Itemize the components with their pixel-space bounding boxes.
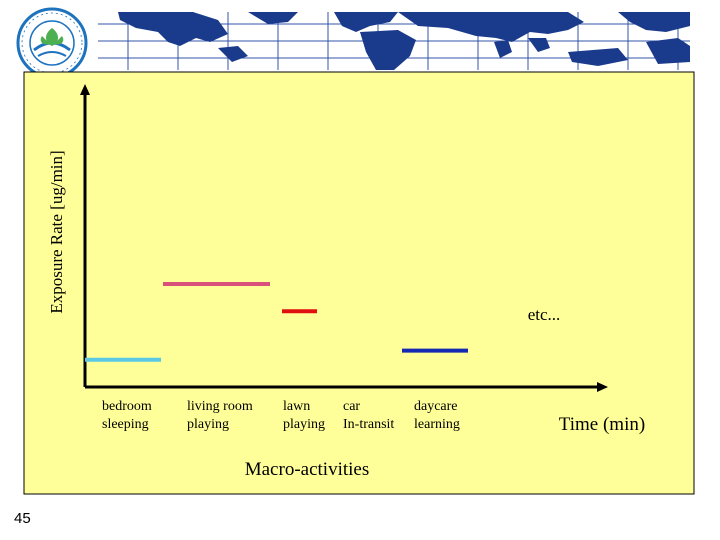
- category-location-label: daycare: [414, 399, 458, 414]
- chart-panel: [23, 71, 695, 495]
- macro-activities-label: Macro-activities: [245, 459, 370, 480]
- category-location-label: lawn: [283, 399, 310, 414]
- category-activity-label: sleeping: [102, 417, 149, 432]
- x-axis-label: Time (min): [559, 414, 645, 435]
- slide-number: 45: [14, 510, 31, 527]
- category-location-label: bedroom: [102, 399, 152, 414]
- category-activity-label: playing: [283, 417, 325, 432]
- y-axis-label: Exposure Rate [ug/min]: [47, 150, 66, 313]
- y-axis-arrow: [80, 84, 90, 95]
- category-activity-label: In-transit: [343, 417, 394, 432]
- exposure-segments: [85, 281, 468, 362]
- etc-annotation: etc...: [528, 305, 561, 324]
- category-activity-label: learning: [414, 417, 460, 432]
- category-location-label: car: [343, 399, 360, 414]
- world-map-banner: [98, 12, 690, 70]
- x-axis-arrow: [597, 382, 608, 392]
- epa-seal-logo: [16, 7, 88, 79]
- axes: [80, 84, 608, 392]
- category-activity-label: playing: [187, 417, 229, 432]
- category-location-label: living room: [187, 399, 253, 414]
- category-labels: bedroom sleeping living room playing lawn pla…: [102, 399, 460, 432]
